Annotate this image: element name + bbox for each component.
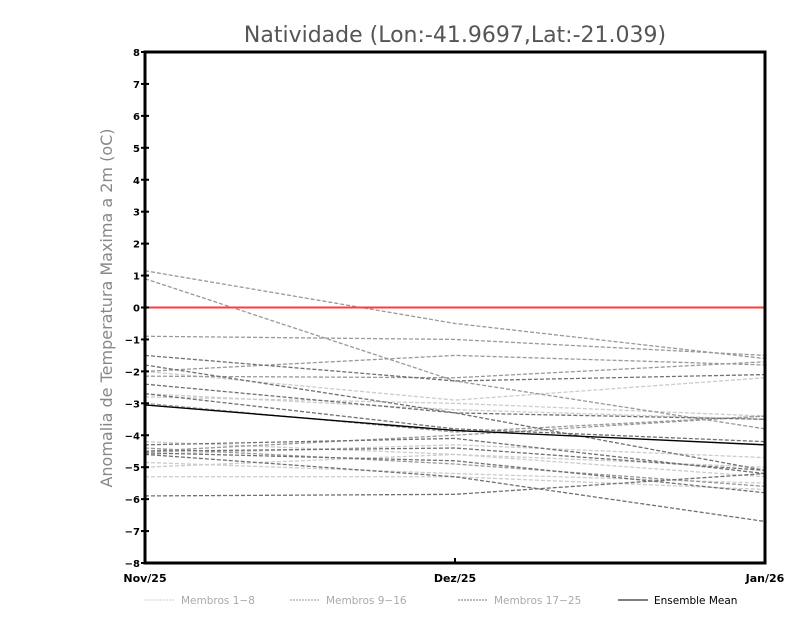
member-line xyxy=(144,393,766,420)
legend-label: Membros 17−25 xyxy=(494,595,581,607)
member-line xyxy=(144,452,766,494)
y-tick-label: −7 xyxy=(125,527,140,538)
y-tick-label: 5 xyxy=(133,144,140,155)
y-axis-label: Anomalia de Temperatura Maxima a 2m (oC) xyxy=(97,128,116,487)
legend: Membros 1−8 Membros 9−16 Membros 17−25 Ense… xyxy=(145,595,737,607)
member-line xyxy=(144,383,766,472)
y-tick-label: 4 xyxy=(133,176,140,187)
axes: −8 −7 −6 −5 −4 −3 −2 −1 0 1 2 3 4 5 6 7 8 Nov/25 Dez/25 Jan… xyxy=(123,48,784,585)
member-line xyxy=(144,354,766,373)
member-line xyxy=(144,364,766,420)
y-tick-label: 6 xyxy=(133,112,140,123)
member-line xyxy=(144,447,766,472)
y-tick-label: −1 xyxy=(125,335,140,346)
member-line xyxy=(144,415,766,452)
chart-title: Natividade (Lon:-41.9697,Lat:-21.039) xyxy=(244,23,666,48)
y-tick-label: −5 xyxy=(125,463,140,474)
y-tick-label: 7 xyxy=(133,80,140,91)
member-line xyxy=(144,370,766,401)
legend-label: Ensemble Mean xyxy=(654,595,737,607)
y-tick-label: 3 xyxy=(133,208,140,219)
member-line xyxy=(144,361,766,379)
member-line xyxy=(144,278,766,430)
member-line xyxy=(144,335,766,357)
member-line xyxy=(144,437,766,475)
member-line xyxy=(145,476,766,491)
y-tick-label: 8 xyxy=(133,48,140,59)
member-line xyxy=(144,393,766,443)
y-tick-label: −3 xyxy=(125,399,140,410)
member-line xyxy=(144,453,766,523)
x-tick-label: Nov/25 xyxy=(123,572,166,585)
member-line xyxy=(144,444,766,459)
legend-label: Membros 1−8 xyxy=(181,595,255,607)
legend-label: Membros 9−16 xyxy=(326,595,407,607)
y-tick-label: −2 xyxy=(125,367,140,378)
member-line xyxy=(144,270,766,360)
member-line xyxy=(144,354,766,382)
series-group xyxy=(144,270,766,523)
member-line xyxy=(144,453,766,478)
y-tick-label: −4 xyxy=(125,431,140,442)
y-tick-label: 0 xyxy=(133,304,140,315)
member-line xyxy=(144,447,766,487)
ensemble-mean-line xyxy=(144,404,766,446)
y-tick-label: 2 xyxy=(133,240,140,251)
x-tick-label: Jan/26 xyxy=(745,572,785,585)
member-line xyxy=(144,472,766,497)
x-tick-label: Dez/25 xyxy=(434,572,476,585)
y-tick-label: −8 xyxy=(125,559,140,570)
y-tick-label: 1 xyxy=(133,272,140,283)
y-tick-label: −6 xyxy=(125,495,140,506)
